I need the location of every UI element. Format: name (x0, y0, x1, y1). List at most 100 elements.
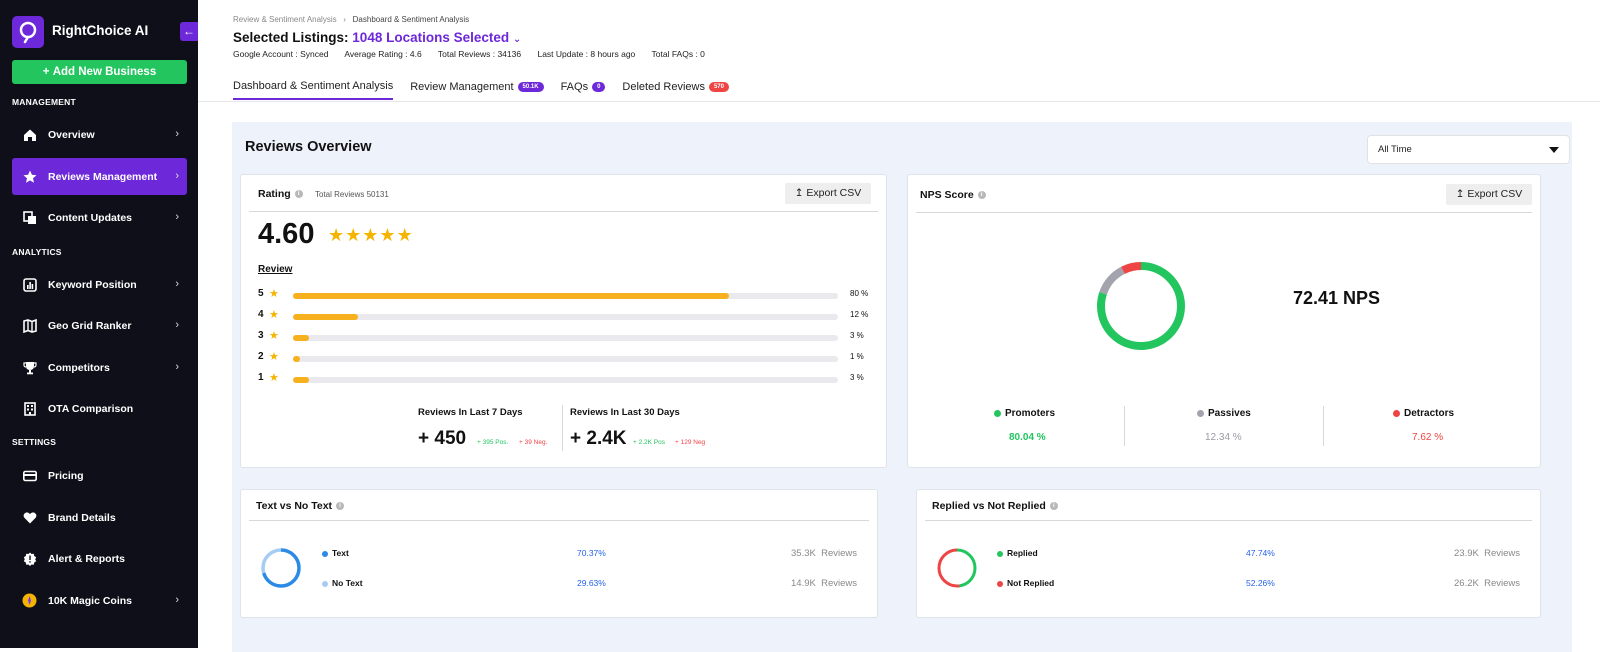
total-faqs-stat: Total FAQs : 0 (651, 49, 705, 59)
google-account-status: Google Account : Synced (233, 49, 329, 59)
chevron-down-icon: ⌄ (512, 34, 522, 45)
plus-icon: + (42, 66, 53, 78)
sidebar-item-pricing[interactable]: Pricing (12, 457, 187, 494)
last-7-days-negative: + 39 Neg. (519, 439, 548, 446)
donut-segment (1097, 262, 1185, 350)
last-30-days-value: + 2.4K (570, 428, 627, 449)
rating-row-2: 2 ★ 1 % (258, 351, 864, 363)
tab-faqs[interactable]: FAQs 0 (561, 80, 606, 100)
rating-bar-track (293, 335, 838, 341)
sidebar-item-keyword-position[interactable]: Keyword Position › (12, 266, 187, 303)
text-legend: Text (322, 548, 349, 558)
rating-stars: ★★★★★ (328, 225, 414, 246)
last-7-days-positive: + 395 Pos. (477, 439, 509, 446)
locations-dropdown[interactable]: 1048 Locations Selected ⌄ (352, 30, 522, 45)
chevron-right-icon: › (175, 361, 179, 373)
section-management: MANAGEMENT (12, 97, 76, 107)
chevron-right-icon: › (175, 128, 179, 140)
rating-bar-fill (293, 293, 729, 299)
heart-icon (22, 510, 37, 525)
info-icon[interactable]: i (977, 191, 986, 200)
not-replied-percent: 52.26% (1246, 578, 1275, 588)
time-filter-select[interactable]: All Time (1367, 135, 1570, 164)
not-replied-count: 26.2K Reviews (1454, 578, 1521, 589)
tab-deleted-reviews[interactable]: Deleted Reviews 570 (622, 80, 729, 100)
bar-chart-icon (22, 277, 37, 292)
chevron-right-icon: › (175, 594, 179, 606)
legend-dot (1393, 409, 1400, 417)
replied-vs-not-replied-card: Replied vs Not Replied i Replied 47.74% 2… (916, 489, 1541, 618)
total-reviews-stat: Total Reviews : 34136 (437, 49, 522, 59)
sidebar-item-ota-comparison[interactable]: OTA Comparison (12, 390, 187, 427)
listing-stats: Google Account : Synced Average Rating :… (233, 49, 719, 59)
promoters-percent: 80.04 % (1009, 432, 1046, 443)
copy-icon (22, 210, 37, 225)
info-icon[interactable]: i (1049, 502, 1058, 511)
sidebar-item-competitors[interactable]: Competitors › (12, 349, 187, 386)
donut-segment (937, 548, 977, 588)
sidebar-item-overview[interactable]: Overview › (12, 116, 187, 153)
sidebar-item-brand-details[interactable]: Brand Details (12, 499, 187, 536)
last-30-days-label: Reviews In Last 30 Days (570, 407, 680, 418)
star-icon: ★ (362, 225, 380, 245)
count-badge: 50.1K (517, 82, 544, 92)
rating-bar-fill (293, 356, 300, 362)
sidebar-item-magic-coins[interactable]: 10K Magic Coins › (12, 582, 187, 619)
divider (562, 405, 563, 451)
card-title: NPS Score i (920, 189, 986, 201)
rating-card: Rating i Total Reviews 50131 ↥ Export CSV… (240, 174, 887, 468)
star-icon: ★ (379, 225, 397, 245)
count-badge: 570 (708, 82, 729, 92)
last-update-stat: Last Update : 8 hours ago (537, 49, 636, 59)
add-new-business-button[interactable]: + Add New Business (12, 60, 187, 84)
legend-dot (322, 550, 328, 557)
divider (249, 520, 869, 521)
average-rating: 4.60 (258, 218, 315, 250)
star-icon: ★ (396, 225, 414, 245)
replied-legend: Replied (997, 548, 1038, 558)
collapse-sidebar-button[interactable]: ← (180, 22, 198, 41)
sidebar-item-alert-reports[interactable]: Alert & Reports (12, 540, 187, 577)
average-rating-stat: Average Rating : 4.6 (344, 49, 422, 59)
info-icon[interactable]: i (336, 502, 345, 511)
last-7-days-label: Reviews In Last 7 Days (418, 407, 523, 418)
detractors-label: Detractors (1393, 408, 1454, 419)
export-csv-button[interactable]: ↥ Export CSV (1446, 184, 1532, 205)
promoters-label: Promoters (994, 408, 1055, 419)
passives-label: Passives (1197, 408, 1251, 419)
rating-row-3: 3 ★ 3 % (258, 330, 864, 342)
divider (249, 211, 878, 212)
chevron-right-icon: › (338, 15, 351, 24)
arrow-left-icon: ← (183, 24, 195, 38)
star-icon: ★ (269, 309, 279, 321)
chevron-right-icon: › (175, 319, 179, 331)
sidebar-item-reviews-management[interactable]: Reviews Management › (12, 158, 187, 195)
page-title: Reviews Overview (245, 139, 372, 155)
sidebar: RightChoice AI ← + Add New Business MANA… (0, 0, 198, 648)
info-icon[interactable]: i (294, 190, 303, 199)
no-text-percent: 29.63% (577, 578, 606, 588)
star-icon: ★ (345, 225, 363, 245)
map-icon (22, 318, 37, 333)
chevron-right-icon: › (175, 278, 179, 290)
breadcrumb: Review & Sentiment Analysis › Dashboard … (233, 15, 469, 24)
coin-icon (22, 593, 37, 608)
app-logo (12, 16, 44, 48)
reviews-overview-panel: Reviews Overview All Time Rating i Total … (232, 122, 1572, 652)
divider (925, 520, 1532, 521)
rating-bar-track (293, 293, 838, 299)
review-label: Review (258, 264, 293, 275)
sidebar-item-geo-grid-ranker[interactable]: Geo Grid Ranker › (12, 307, 187, 344)
card-title: Text vs No Text i (256, 500, 345, 512)
replied-count: 23.9K Reviews (1454, 548, 1521, 559)
card-title: Rating i (258, 188, 303, 200)
tab-review-management[interactable]: Review Management 50.1K (410, 80, 544, 100)
rating-row-4: 4 ★ 12 % (258, 309, 869, 321)
building-icon (22, 401, 37, 416)
breadcrumb-link[interactable]: Review & Sentiment Analysis (233, 15, 337, 24)
divider (1323, 406, 1324, 446)
sidebar-item-content-updates[interactable]: Content Updates › (12, 199, 187, 236)
tab-dashboard[interactable]: Dashboard & Sentiment Analysis (233, 80, 394, 100)
breadcrumb-current: Dashboard & Sentiment Analysis (352, 15, 470, 24)
export-csv-button[interactable]: ↥ Export CSV (785, 183, 871, 204)
